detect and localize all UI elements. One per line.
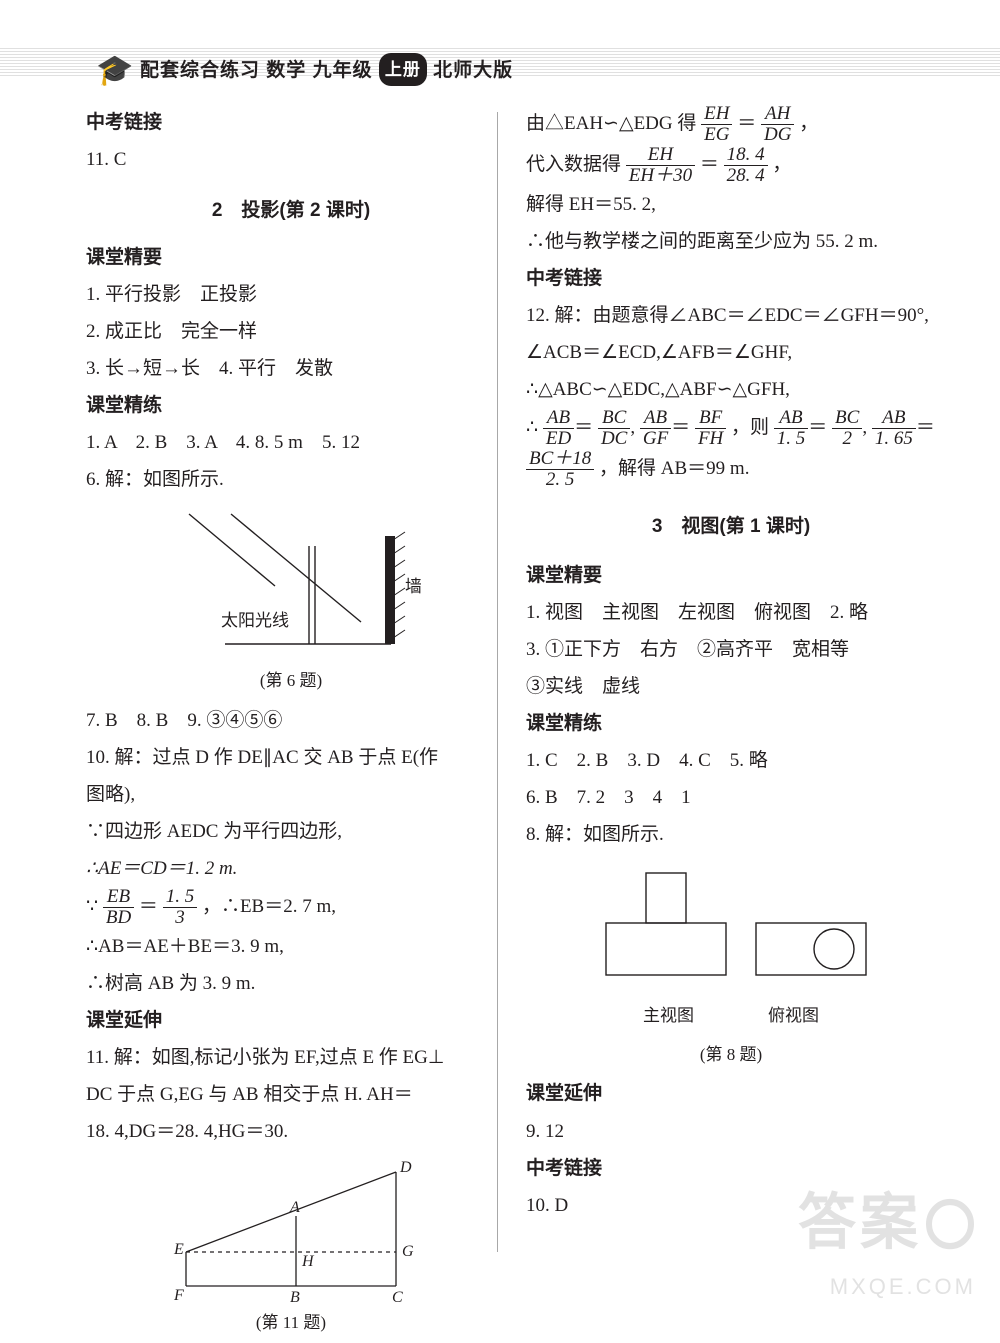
figure-8-labels: 主视图 俯视图 — [526, 999, 936, 1032]
title-grade: 九年级 — [313, 60, 373, 81]
lesson-2-title: 2 投影(第 2 课时) — [86, 192, 496, 229]
graduation-cap-icon: 🎓 — [96, 42, 134, 80]
jl-l10c: ∴AE＝CD＝1. 2 m. — [86, 850, 496, 887]
header-band: 🎓 配套综合练习 数学 九年级 上册 北师大版 — [0, 48, 1000, 78]
title-badge: 上册 — [379, 53, 427, 86]
r5-e: BC＋182. 5 ，解得 AB＝99 m. — [526, 449, 936, 490]
r4: ∴他与教学楼之间的距离至少应为 55. 2 m. — [526, 223, 936, 260]
r5-b: ∠ACB＝∠ECD,∠AFB＝∠GHF, — [526, 334, 936, 371]
jl-l10b: ∵四边形 AEDC 为平行四边形, — [86, 813, 496, 850]
section-yanshen-2: 课堂延伸 — [526, 1075, 936, 1112]
ys-l11b: DC 于点 G,EG 与 AB 相交于点 H. AH＝ — [86, 1076, 496, 1113]
r5-d: ∴ ABED＝ BCDC, ABGF＝ BFFH ，则 AB1. 5＝ BC2,… — [526, 408, 936, 449]
r7-l8: 8. 解：如图所示. — [526, 816, 936, 853]
r1: 由△EAH∽△EDG 得 EHEG ＝ AHDG ， — [526, 104, 936, 145]
r6-l3: 3. ①正下方 右方 ②高齐平 宽相等 — [526, 631, 936, 668]
figure-6-caption: (第 6 题) — [86, 664, 496, 697]
section-jinglian-1: 课堂精练 — [86, 387, 496, 424]
r3: 解得 EH＝55. 2, — [526, 186, 936, 223]
jl-l1: 1. A 2. B 3. A 4. 8. 5 m 5. 12 — [86, 424, 496, 461]
figure-8-svg — [576, 859, 886, 999]
jl-l7: 7. B 8. B 9. ③④⑤⑥ — [86, 702, 496, 739]
r6-l1: 1. 视图 主视图 左视图 俯视图 2. 略 — [526, 594, 936, 631]
q11: 11. C — [86, 141, 496, 178]
title-publisher: 北师大版 — [433, 60, 513, 81]
section-jingyao-1: 课堂精要 — [86, 239, 496, 276]
fig6-wall-label: 墙 — [405, 577, 421, 596]
lesson-3-title: 3 视图(第 1 课时) — [526, 508, 936, 545]
figure-6-svg: 太阳光线 墙 — [161, 504, 421, 664]
r8-l9: 9. 12 — [526, 1113, 936, 1150]
jy-l1: 1. 平行投影 正投影 — [86, 276, 496, 313]
svg-text:A: A — [289, 1199, 300, 1216]
fig8-main-label: 主视图 — [643, 999, 694, 1032]
figure-8-caption: (第 8 题) — [526, 1038, 936, 1071]
ys-l11c: 18. 4,DG＝28. 4,HG＝30. — [86, 1113, 496, 1150]
svg-text:H: H — [301, 1253, 315, 1270]
svg-text:E: E — [173, 1241, 184, 1258]
left-column: 中考链接 11. C 2 投影(第 2 课时) 课堂精要 1. 平行投影 正投影… — [86, 104, 496, 1343]
section-zhongkao-1: 中考链接 — [86, 104, 496, 141]
jl-l10a: 10. 解：过点 D 作 DE∥AC 交 AB 于点 E(作 — [86, 739, 496, 776]
figure-11-svg: E F A H B G C D — [156, 1156, 426, 1306]
page-header: 🎓 配套综合练习 数学 九年级 上册 北师大版 — [0, 44, 1000, 84]
ys-l11a: 11. 解：如图,标记小张为 EF,过点 E 作 EG⊥ — [86, 1039, 496, 1076]
r5-a: 12. 解：由题意得∠ABC＝∠EDC＝∠GFH＝90°, — [526, 297, 936, 334]
fig8-top-label: 俯视图 — [768, 999, 819, 1032]
jl-l10a2: 图略), — [86, 776, 496, 813]
content-columns: 中考链接 11. C 2 投影(第 2 课时) 课堂精要 1. 平行投影 正投影… — [86, 104, 936, 1343]
svg-text:B: B — [290, 1289, 300, 1306]
jl-l10d: ∵ EBBD ＝ 1. 53 ，∴EB＝2. 7 m, — [86, 887, 496, 928]
fig6-sun-label: 太阳光线 — [221, 611, 289, 630]
watermark-site: MXQE.COM — [830, 1266, 976, 1309]
title-prefix: 配套综合练习 — [140, 60, 260, 81]
figure-6: 太阳光线 墙 (第 6 题) — [86, 504, 496, 697]
jy-l2: 2. 成正比 完全一样 — [86, 313, 496, 350]
svg-text:D: D — [399, 1159, 412, 1176]
header-title: 配套综合练习 数学 九年级 上册 北师大版 — [140, 52, 513, 89]
watermark-circle-icon — [926, 1199, 974, 1249]
section-yanshen-1: 课堂延伸 — [86, 1002, 496, 1039]
svg-text:G: G — [402, 1243, 414, 1260]
figure-11: E F A H B G C D (第 11 题) — [86, 1156, 496, 1339]
jl-l6: 6. 解：如图所示. — [86, 461, 496, 498]
jy-l3: 3. 长→短→长 4. 平行 发散 — [86, 350, 496, 387]
figure-8: 主视图 俯视图 (第 8 题) — [526, 859, 936, 1071]
section-jinglian-2: 课堂精练 — [526, 705, 936, 742]
section-zhongkao-2: 中考链接 — [526, 260, 936, 297]
jl-l10e: ∴AB＝AE＋BE＝3. 9 m, — [86, 928, 496, 965]
svg-text:C: C — [392, 1289, 403, 1306]
r2: 代入数据得 EHEH＋30 ＝ 18. 428. 4 ， — [526, 145, 936, 186]
r7-l6: 6. B 7. 2 3 4 1 — [526, 779, 936, 816]
section-jingyao-2: 课堂精要 — [526, 557, 936, 594]
title-subject: 数学 — [266, 60, 306, 81]
r5-c: ∴△ABC∽△EDC,△ABF∽△GFH, — [526, 371, 936, 408]
right-column: 由△EAH∽△EDG 得 EHEG ＝ AHDG ， 代入数据得 EHEH＋30… — [526, 104, 936, 1343]
figure-11-caption: (第 11 题) — [86, 1306, 496, 1339]
watermark-text: 答案 — [798, 1163, 978, 1282]
jl-l10f: ∴树高 AB 为 3. 9 m. — [86, 965, 496, 1002]
svg-text:F: F — [173, 1287, 184, 1304]
r6-l3b: ③实线 虚线 — [526, 668, 936, 705]
r7-l1: 1. C 2. B 3. D 4. C 5. 略 — [526, 742, 936, 779]
